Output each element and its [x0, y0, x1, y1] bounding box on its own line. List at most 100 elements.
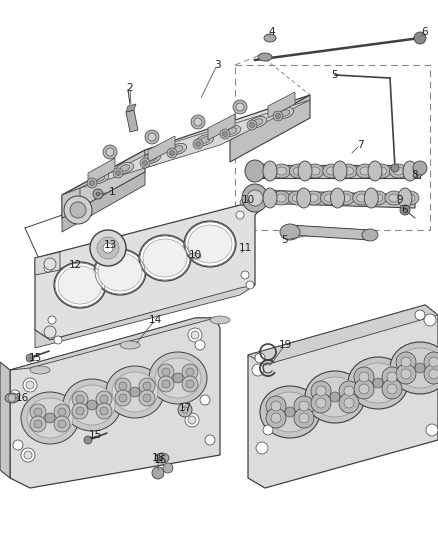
Ellipse shape: [240, 198, 256, 206]
Circle shape: [54, 416, 70, 432]
Circle shape: [96, 192, 100, 196]
Ellipse shape: [304, 191, 322, 205]
Polygon shape: [62, 188, 80, 218]
Ellipse shape: [117, 163, 134, 174]
Polygon shape: [248, 305, 438, 365]
Ellipse shape: [256, 191, 274, 205]
Ellipse shape: [98, 253, 142, 291]
Ellipse shape: [27, 398, 73, 438]
Ellipse shape: [223, 125, 241, 136]
Ellipse shape: [280, 224, 300, 240]
Circle shape: [359, 384, 369, 394]
Ellipse shape: [369, 191, 387, 205]
Polygon shape: [148, 136, 175, 162]
Circle shape: [119, 394, 127, 402]
Circle shape: [193, 139, 203, 149]
Ellipse shape: [310, 167, 320, 175]
Ellipse shape: [147, 155, 157, 161]
Circle shape: [186, 368, 194, 376]
Ellipse shape: [280, 110, 290, 116]
Circle shape: [339, 393, 359, 413]
Ellipse shape: [106, 366, 164, 418]
Polygon shape: [230, 95, 310, 162]
Circle shape: [119, 382, 127, 390]
Circle shape: [84, 436, 92, 444]
Text: 9: 9: [397, 195, 403, 205]
Ellipse shape: [357, 194, 367, 202]
Ellipse shape: [227, 128, 237, 134]
Circle shape: [100, 407, 108, 415]
Ellipse shape: [288, 191, 306, 205]
Ellipse shape: [260, 167, 270, 175]
Ellipse shape: [143, 152, 161, 164]
Ellipse shape: [390, 342, 438, 394]
Ellipse shape: [373, 194, 383, 202]
Circle shape: [400, 205, 410, 215]
Polygon shape: [35, 252, 60, 275]
Text: 6: 6: [402, 205, 408, 215]
Circle shape: [30, 404, 46, 420]
Circle shape: [191, 115, 205, 129]
Circle shape: [401, 369, 411, 379]
Ellipse shape: [293, 167, 304, 175]
Circle shape: [391, 164, 399, 172]
Circle shape: [140, 158, 150, 168]
Circle shape: [396, 352, 416, 372]
Ellipse shape: [389, 194, 399, 202]
Circle shape: [182, 364, 198, 380]
Circle shape: [152, 467, 164, 479]
Circle shape: [103, 243, 113, 253]
Ellipse shape: [256, 164, 274, 178]
Circle shape: [299, 413, 309, 423]
Text: 12: 12: [68, 260, 81, 270]
Text: 17: 17: [178, 403, 192, 413]
Circle shape: [44, 326, 56, 338]
Circle shape: [54, 404, 70, 420]
Ellipse shape: [290, 164, 307, 178]
Ellipse shape: [276, 108, 294, 118]
Circle shape: [76, 407, 84, 415]
Circle shape: [158, 364, 174, 380]
Ellipse shape: [263, 188, 277, 208]
Text: 4: 4: [268, 27, 276, 37]
Ellipse shape: [377, 167, 387, 175]
Circle shape: [58, 420, 66, 428]
Circle shape: [96, 403, 112, 419]
Ellipse shape: [242, 184, 268, 212]
Ellipse shape: [173, 146, 183, 152]
Ellipse shape: [69, 385, 115, 425]
Ellipse shape: [264, 34, 276, 42]
Circle shape: [299, 401, 309, 411]
Ellipse shape: [277, 167, 286, 175]
Circle shape: [382, 367, 402, 387]
Circle shape: [266, 396, 286, 416]
Circle shape: [182, 407, 188, 413]
Circle shape: [263, 425, 273, 435]
Ellipse shape: [196, 134, 214, 146]
Text: 7: 7: [357, 140, 363, 150]
Circle shape: [103, 145, 117, 159]
Circle shape: [424, 352, 438, 372]
Circle shape: [142, 160, 148, 166]
Circle shape: [273, 111, 283, 121]
Ellipse shape: [354, 363, 402, 403]
Ellipse shape: [149, 352, 207, 404]
Polygon shape: [268, 92, 295, 118]
Text: 10: 10: [241, 195, 254, 205]
Text: 15: 15: [88, 430, 102, 440]
Ellipse shape: [5, 393, 19, 403]
Circle shape: [276, 114, 280, 118]
Circle shape: [247, 120, 257, 130]
Text: 6: 6: [422, 27, 428, 37]
Polygon shape: [208, 114, 235, 140]
Circle shape: [139, 390, 155, 406]
Ellipse shape: [58, 266, 102, 304]
Ellipse shape: [327, 167, 337, 175]
Polygon shape: [248, 305, 438, 488]
Circle shape: [236, 103, 244, 111]
Text: 11: 11: [238, 243, 251, 253]
Circle shape: [113, 168, 123, 178]
Text: 5: 5: [282, 235, 288, 245]
Circle shape: [44, 258, 56, 270]
Circle shape: [382, 379, 402, 399]
